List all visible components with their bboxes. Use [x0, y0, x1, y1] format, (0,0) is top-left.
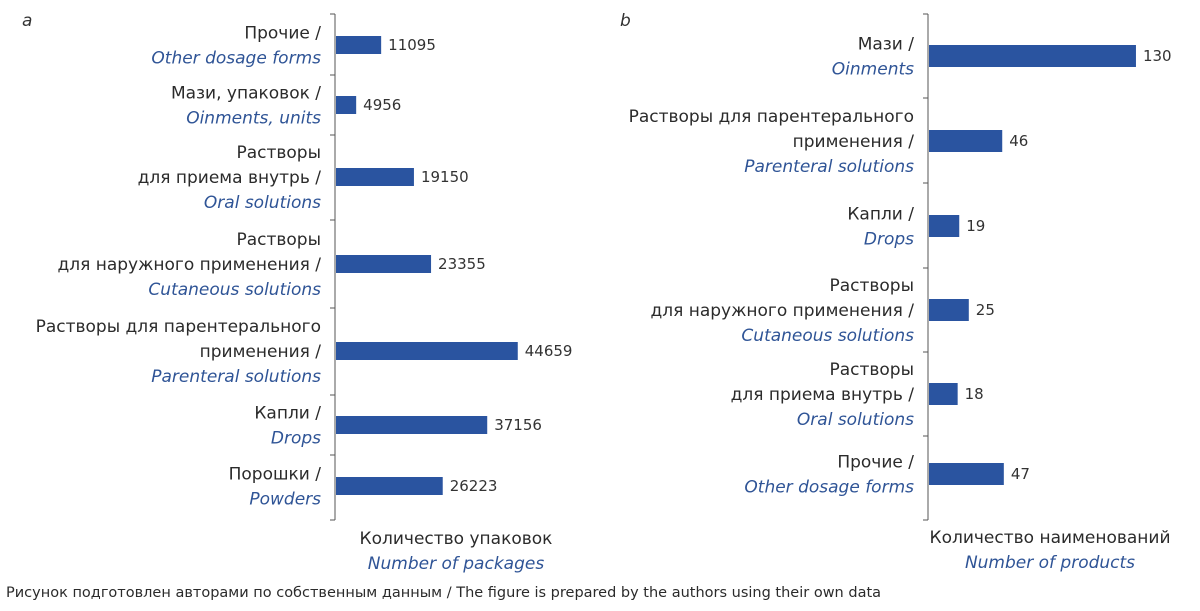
category-label-en: Other dosage forms	[744, 478, 914, 498]
category-label: Капли /	[254, 404, 321, 424]
category-label-en: Parenteral solutions	[744, 157, 914, 177]
figure-caption: Рисунок подготовлен авторами по собствен…	[6, 585, 882, 601]
x-axis-title-en: Number of products	[965, 553, 1135, 573]
category-label: для приема внутрь /	[138, 168, 322, 188]
category-label-en: Cutaneous solutions	[741, 326, 914, 346]
data-label: 37156	[494, 416, 542, 434]
category-label: Растворы	[829, 276, 914, 296]
category-label: применения /	[793, 132, 915, 152]
x-axis-title: Количество упаковок	[360, 529, 553, 549]
bar	[929, 215, 960, 237]
category-label: Растворы	[236, 143, 321, 163]
bar	[929, 299, 969, 321]
figure-canvas: a 11095 Прочие / Other dosage forms 4956 Мази…	[22, 11, 1172, 574]
bar	[336, 96, 357, 114]
data-label: 47	[1011, 465, 1030, 483]
category-label-en: Drops	[864, 230, 914, 250]
category-label: Мази, упаковок /	[171, 84, 321, 104]
bar	[929, 45, 1136, 67]
category-label: Капли /	[847, 205, 914, 225]
category-label-en: Other dosage forms	[151, 49, 321, 69]
data-label: 25	[976, 301, 995, 319]
bar	[929, 463, 1004, 485]
category-label: Мази /	[858, 35, 915, 55]
chart-panel-a: a 11095 Прочие / Other dosage forms 4956 Мази…	[22, 11, 572, 574]
bar	[336, 255, 432, 273]
category-label: для наружного применения /	[57, 255, 321, 275]
data-label: 19	[966, 217, 985, 235]
x-axis-title-en: Number of packages	[368, 554, 545, 574]
category-label-en: Cutaneous solutions	[148, 280, 321, 300]
category-label: для приема внутрь /	[731, 385, 915, 405]
bar	[929, 383, 958, 405]
category-label: Прочие /	[837, 453, 914, 473]
data-label: 26223	[450, 477, 498, 495]
chart-panel-b: b 130 Мази / Oinments 46 Растворы для паренте…	[620, 11, 1172, 573]
bar	[336, 342, 518, 360]
data-label: 130	[1143, 47, 1172, 65]
x-axis-title: Количество наименований	[930, 528, 1171, 548]
category-label-en: Oinments, units	[186, 109, 321, 129]
data-label: 46	[1009, 132, 1028, 150]
category-label: Растворы	[236, 230, 321, 250]
data-label: 19150	[421, 168, 469, 186]
category-label: для наружного применения /	[650, 301, 914, 321]
category-label: Прочие /	[244, 24, 321, 44]
data-label: 23355	[438, 255, 486, 273]
data-label: 4956	[363, 96, 401, 114]
panel-label: a	[22, 11, 32, 31]
category-label: Порошки /	[229, 465, 322, 485]
category-label-en: Powders	[249, 490, 321, 510]
category-label-en: Oinments	[832, 60, 914, 80]
category-label-en: Oral solutions	[204, 193, 321, 213]
bar	[336, 36, 382, 54]
category-label: Растворы для парентерального	[36, 317, 321, 337]
category-label: применения /	[200, 342, 322, 362]
bar	[929, 130, 1003, 152]
bar	[336, 477, 443, 495]
category-label-en: Oral solutions	[797, 410, 914, 430]
category-label-en: Parenteral solutions	[151, 367, 321, 387]
data-label: 18	[965, 385, 984, 403]
data-label: 44659	[525, 342, 573, 360]
category-label: Растворы	[829, 360, 914, 380]
panel-label: b	[620, 11, 631, 31]
bar	[336, 168, 414, 186]
category-label: Растворы для парентерального	[629, 107, 914, 127]
category-label-en: Drops	[271, 429, 321, 449]
bar	[336, 416, 488, 434]
data-label: 11095	[388, 36, 436, 54]
